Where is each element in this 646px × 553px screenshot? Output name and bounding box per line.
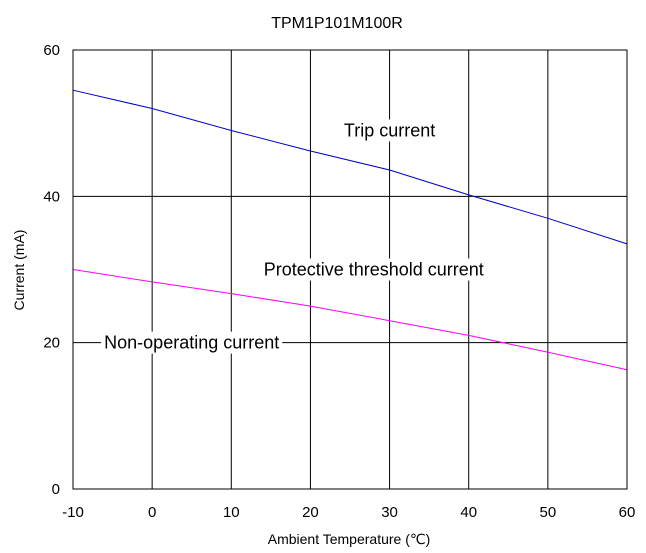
y-tick-label: 20: [43, 335, 60, 352]
y-tick-labels: 0 20 40 60: [43, 42, 60, 498]
y-tick-label: 60: [43, 42, 60, 59]
x-tick-label: 20: [302, 504, 319, 521]
x-tick-label: 50: [540, 504, 557, 521]
x-axis-label: Ambient Temperature (℃): [268, 531, 431, 547]
annotation-label: Non-operating current: [104, 333, 279, 353]
series-line: [72, 89, 628, 245]
annotation-background: [101, 331, 283, 354]
y-axis-label: Current (mA): [11, 230, 27, 311]
series-group: [72, 89, 628, 371]
annotation-background: [340, 119, 439, 142]
series-line: [72, 269, 628, 371]
x-tick-label: 40: [460, 504, 477, 521]
plot-frame: [72, 49, 628, 490]
x-tick-label: 0: [148, 504, 156, 521]
y-tick-label: 0: [52, 481, 60, 498]
annotation-label: Protective threshold current: [264, 260, 484, 280]
x-tick-label: 60: [619, 504, 636, 521]
x-tick-label: 10: [223, 504, 240, 521]
annotation-background: [260, 258, 487, 281]
annotation-label: Trip current: [344, 120, 435, 140]
y-tick-label: 40: [43, 188, 60, 205]
annotations: Trip current Protective threshold current…: [101, 119, 487, 354]
x-tick-labels: -10 0 10 20 30 40 50 60: [62, 504, 635, 521]
x-tick-label: 30: [381, 504, 398, 521]
chart-title: TPM1P101M100R: [271, 15, 403, 32]
x-tick-label: -10: [62, 504, 84, 521]
